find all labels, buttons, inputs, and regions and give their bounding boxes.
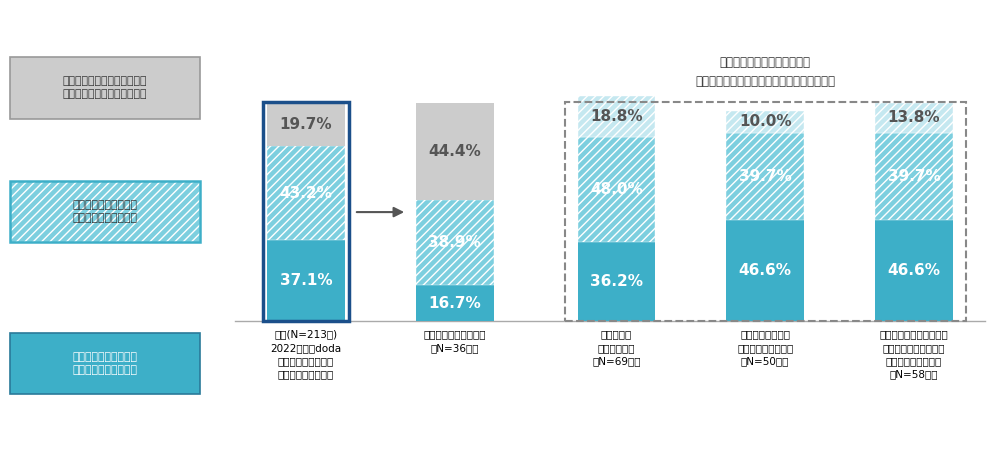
Text: 10.0%: 10.0% bbox=[739, 114, 791, 129]
Text: 配慮事項が明確になるほど、
期待や希望以上の就業先だと思う割合が高い: 配慮事項が明確になるほど、 期待や希望以上の就業先だと思う割合が高い bbox=[695, 56, 835, 87]
Text: 48.0%: 48.0% bbox=[590, 182, 643, 197]
Text: 39.7%: 39.7% bbox=[888, 169, 940, 184]
Bar bbox=[416, 285, 494, 321]
Text: 16.7%: 16.7% bbox=[428, 295, 481, 311]
Text: 入社当初の期待や希望
通りの就業先だと思う: 入社当初の期待や希望 通りの就業先だと思う bbox=[72, 200, 138, 223]
Text: 入社当初の期待や希望は実現
できなかった就業先だと思う: 入社当初の期待や希望は実現 できなかった就業先だと思う bbox=[63, 76, 147, 99]
Bar bbox=[565, 102, 966, 321]
Bar bbox=[726, 133, 804, 219]
Bar bbox=[416, 200, 494, 285]
Text: 43.2%: 43.2% bbox=[280, 186, 333, 200]
Text: 38.9%: 38.9% bbox=[428, 235, 481, 250]
Text: 19.7%: 19.7% bbox=[280, 117, 332, 132]
Text: 18.8%: 18.8% bbox=[590, 109, 643, 124]
Bar bbox=[416, 103, 494, 200]
Bar bbox=[263, 102, 349, 321]
Bar bbox=[267, 240, 345, 321]
Bar bbox=[267, 146, 345, 240]
Text: 46.6%: 46.6% bbox=[739, 263, 792, 278]
Bar bbox=[578, 137, 655, 242]
Text: 37.1%: 37.1% bbox=[280, 273, 332, 288]
Bar bbox=[578, 96, 655, 137]
Bar bbox=[267, 103, 345, 146]
Bar bbox=[578, 242, 655, 321]
Text: 39.7%: 39.7% bbox=[739, 169, 792, 184]
Bar bbox=[875, 133, 953, 219]
Bar bbox=[726, 111, 804, 133]
Text: 入社当初の期待や希望
以上の就業先だと思う: 入社当初の期待や希望 以上の就業先だと思う bbox=[72, 352, 138, 375]
Text: 46.6%: 46.6% bbox=[887, 263, 940, 278]
Bar bbox=[726, 219, 804, 321]
Text: 13.8%: 13.8% bbox=[888, 110, 940, 125]
Text: 36.2%: 36.2% bbox=[590, 274, 643, 289]
Bar bbox=[875, 219, 953, 321]
Text: 44.4%: 44.4% bbox=[428, 144, 481, 159]
Bar bbox=[875, 103, 953, 133]
